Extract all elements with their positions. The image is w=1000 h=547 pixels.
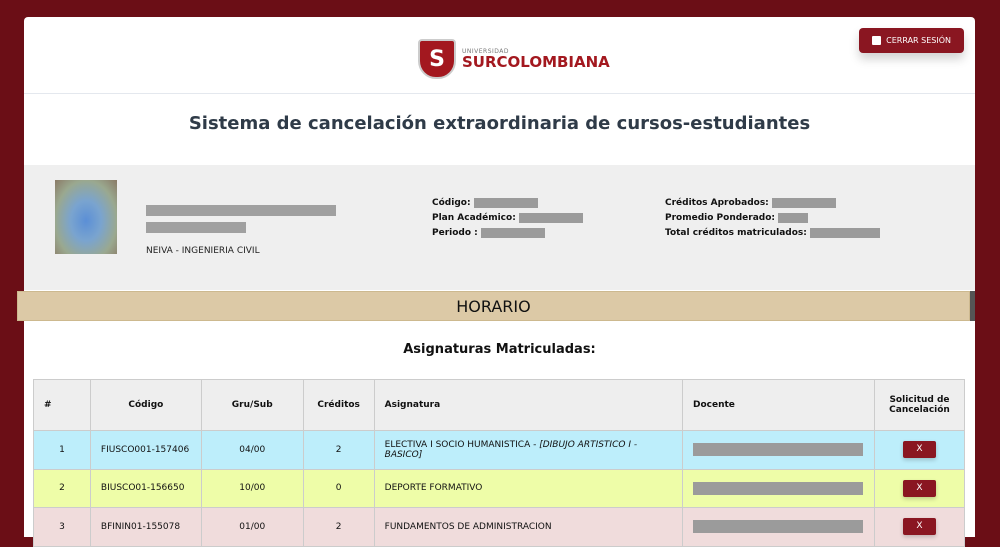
redacted-id — [146, 222, 246, 233]
teacher — [682, 507, 875, 547]
credits: 2 — [302, 430, 375, 470]
student-info-col1: Código: Plan Académico: Periodo : — [432, 196, 583, 241]
course-detail: [DIBUJO ARTISTICO I - BASICO] — [384, 439, 638, 460]
header-docente: Docente — [682, 379, 875, 431]
cancel-button[interactable]: X — [902, 441, 936, 459]
codigo-label: Código: — [432, 198, 471, 208]
course-code: BIUSCO01-156650 — [89, 468, 202, 508]
header: S UNIVERSIDAD SURCOLOMBIANA CERRAR SESIÓN — [24, 17, 975, 94]
course-title: FUNDAMENTOS DE ADMINISTRACION — [384, 521, 552, 532]
redacted-teacher — [693, 520, 863, 534]
teacher — [682, 468, 875, 508]
courses-table: # Código Gru/Sub Créditos Asignatura Doc… — [33, 379, 966, 547]
redacted-name — [146, 205, 336, 216]
section-heading: HORARIO — [17, 291, 970, 321]
row-number: 1 — [33, 430, 91, 470]
course-title: DEPORTE FORMATIVO — [384, 483, 483, 494]
redacted-value — [473, 197, 538, 208]
save-icon — [872, 36, 882, 45]
logout-button[interactable]: CERRAR SESIÓN — [859, 28, 964, 53]
course-code: FIUSCO001-157406 — [89, 430, 202, 470]
redacted-value — [810, 227, 881, 238]
table-row: 2 BIUSCO01-156650 10/00 0 DEPORTE FORMAT… — [33, 468, 966, 508]
group: 04/00 — [200, 430, 304, 470]
header-num: # — [33, 379, 91, 431]
cancel-cell: X — [873, 430, 966, 470]
course-name: FUNDAMENTOS DE ADMINISTRACION — [373, 507, 684, 547]
header-asignatura: Asignatura — [373, 379, 684, 431]
redacted-value — [480, 227, 545, 238]
page-title: Sistema de cancelación extraordinaria de… — [188, 113, 811, 134]
credits: 0 — [302, 468, 375, 508]
redacted-value — [518, 212, 583, 223]
redacted-teacher — [693, 443, 863, 457]
table-subtitle: Asignaturas Matriculadas: — [403, 342, 596, 357]
main-card: S UNIVERSIDAD SURCOLOMBIANA CERRAR SESIÓN… — [17, 17, 975, 547]
course-code: BFININ01-155078 — [89, 507, 202, 547]
row-number: 3 — [33, 507, 91, 547]
plan-label: Plan Académico: — [432, 213, 516, 223]
periodo-label: Periodo : — [432, 228, 478, 238]
redacted-teacher — [693, 481, 863, 495]
campus-program: NEIVA - INGENIERIA CIVIL — [146, 246, 260, 256]
student-info: NEIVA - INGENIERIA CIVIL Código: Plan Ac… — [24, 165, 975, 290]
header-grupo: Gru/Sub — [200, 379, 304, 431]
promedio-label: Promedio Ponderado: — [665, 213, 776, 223]
teacher — [682, 430, 875, 470]
total-label: Total créditos matriculados: — [665, 228, 807, 238]
redacted-value — [778, 212, 809, 223]
logout-label: CERRAR SESIÓN — [886, 36, 951, 45]
logo-small-text: UNIVERSIDAD — [462, 47, 510, 55]
logo-big-text: SURCOLOMBIANA — [462, 52, 610, 71]
header-codigo: Código — [89, 379, 202, 431]
group: 01/00 — [200, 507, 304, 547]
scroll-strip — [970, 291, 975, 321]
credits: 2 — [302, 507, 375, 547]
cancel-cell: X — [873, 468, 966, 508]
header-creditos: Créditos — [302, 379, 375, 431]
creditos-label: Créditos Aprobados: — [665, 198, 769, 208]
student-info-col2: Créditos Aprobados: Promedio Ponderado: … — [665, 196, 881, 241]
course-title: ELECTIVA I SOCIO HUMANISTICA - — [384, 439, 540, 450]
cancel-button[interactable]: X — [902, 479, 936, 497]
shield-icon: S — [418, 39, 456, 79]
header-cancelacion: Solicitud de Cancelación — [873, 379, 966, 431]
university-logo: S UNIVERSIDAD SURCOLOMBIANA — [418, 39, 610, 79]
table-row: 1 FIUSCO001-157406 04/00 2 ELECTIVA I SO… — [33, 430, 966, 470]
group: 10/00 — [200, 468, 304, 508]
student-photo — [55, 180, 117, 254]
course-name: ELECTIVA I SOCIO HUMANISTICA - [DIBUJO A… — [373, 430, 684, 470]
redacted-value — [771, 197, 836, 208]
table-row: 3 BFININ01-155078 01/00 2 FUNDAMENTOS DE… — [33, 507, 966, 547]
course-name: DEPORTE FORMATIVO — [373, 468, 684, 508]
cancel-cell: X — [873, 507, 966, 547]
row-number: 2 — [33, 468, 91, 508]
cancel-button[interactable]: X — [902, 518, 936, 536]
